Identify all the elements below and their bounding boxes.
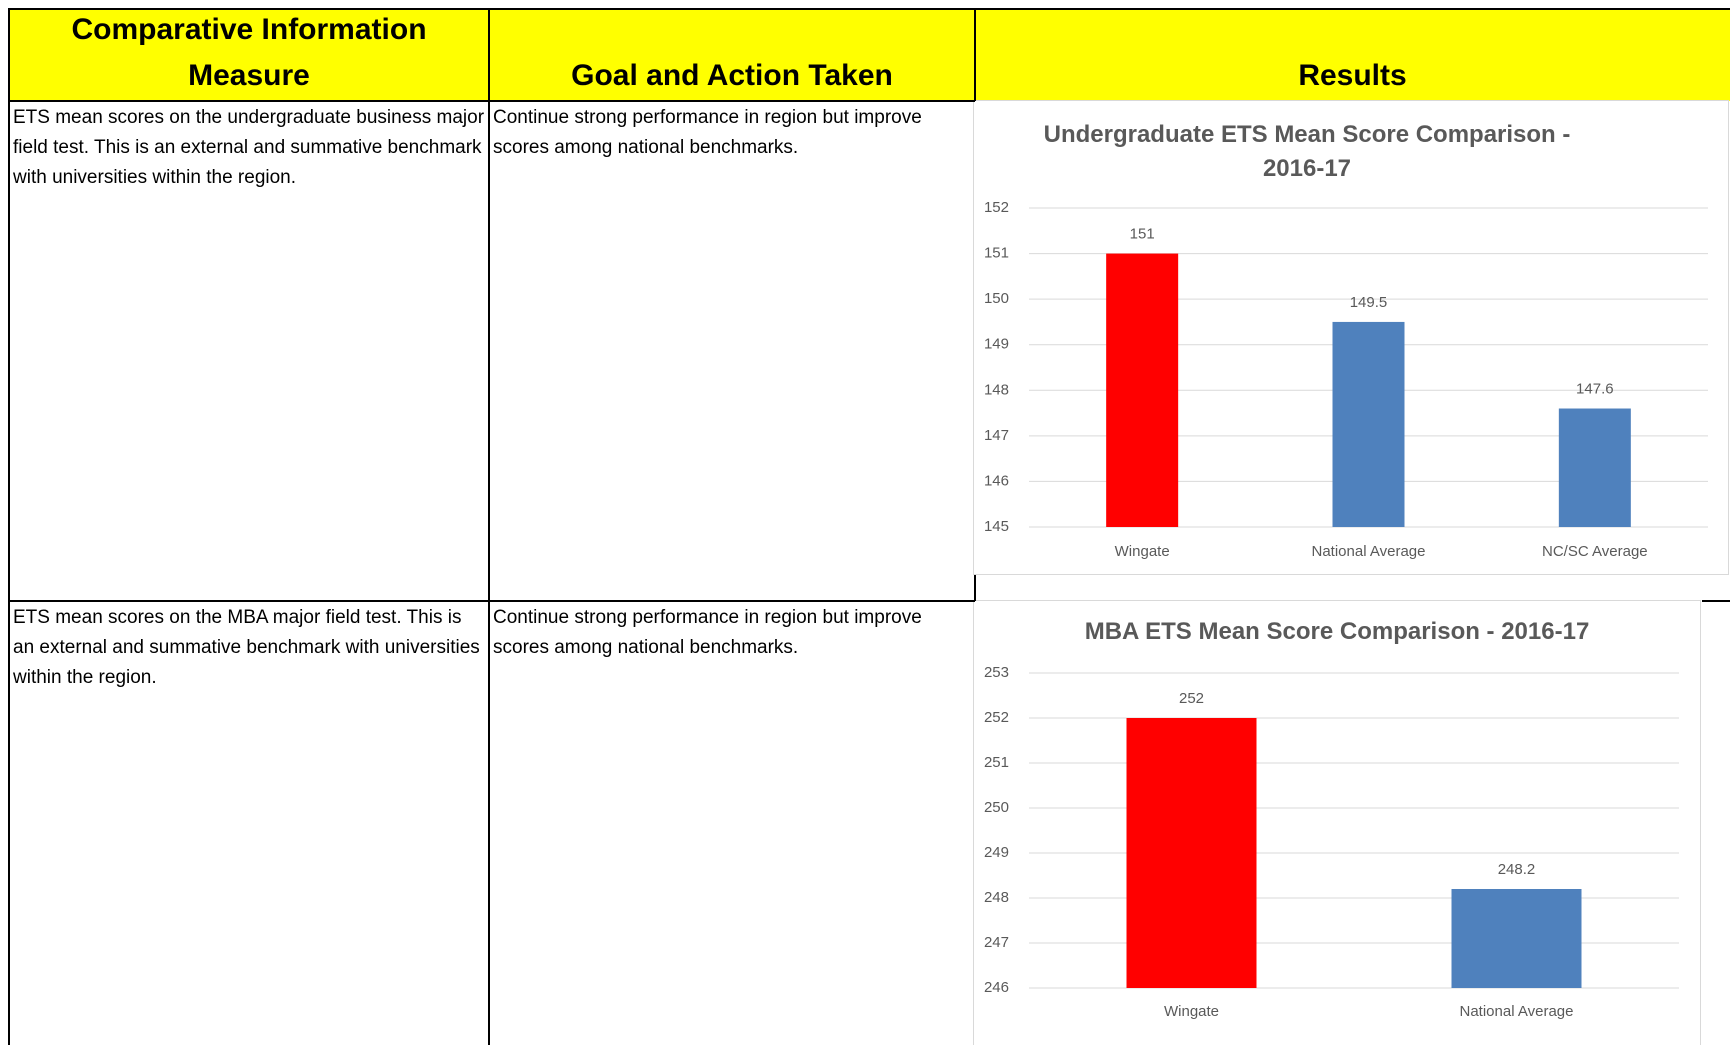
border: [1702, 600, 1730, 602]
chart: 246 247 248 249 250 251 252 253 Wingate 252 Nation…: [973, 600, 1701, 1045]
bar: [1451, 889, 1582, 988]
header-text: Goal and Action Taken: [571, 59, 893, 92]
goal-cell: Continue strong performance in region bu…: [493, 107, 922, 158]
bar: [1126, 718, 1257, 988]
data-label: 151: [1130, 226, 1155, 243]
y-tick-label: 146: [984, 472, 1009, 489]
header-results: Results: [975, 9, 1730, 101]
bar: [1558, 408, 1631, 527]
chart: 145 146 147 148 149 150 151 152 Wingate 151 Nation…: [973, 100, 1729, 575]
y-tick-label: 252: [984, 709, 1009, 726]
data-label: 149.5: [1350, 294, 1388, 311]
y-tick-label: 145: [984, 518, 1009, 535]
x-tick-label: National Average: [1312, 543, 1426, 560]
border: [8, 8, 10, 1045]
x-tick-label: Wingate: [1164, 1003, 1219, 1020]
y-tick-label: 250: [984, 799, 1009, 816]
data-label: 147.6: [1576, 380, 1614, 397]
y-tick-label: 249: [984, 844, 1009, 861]
header-text: Comparative Information Measure: [71, 13, 427, 92]
y-tick-label: 247: [984, 934, 1009, 951]
bar: [1106, 253, 1179, 528]
x-tick-label: NC/SC Average: [1542, 543, 1648, 560]
y-tick-label: 246: [984, 979, 1009, 996]
border: [974, 8, 976, 101]
y-tick-label: 148: [984, 381, 1009, 398]
data-label: 252: [1179, 690, 1204, 707]
header-goal: Goal and Action Taken: [489, 9, 975, 101]
border: [974, 575, 976, 601]
border: [9, 100, 975, 102]
measure-cell: ETS mean scores on the undergraduate bus…: [13, 107, 485, 188]
y-tick-label: 152: [984, 199, 1009, 216]
y-tick-label: 149: [984, 336, 1009, 353]
border: [9, 600, 975, 602]
chart-title: Undergraduate ETS Mean Score Comparison …: [1043, 121, 1571, 182]
y-tick-label: 151: [984, 245, 1009, 262]
chart-frame: [973, 600, 1701, 1045]
chart-title: MBA ETS Mean Score Comparison - 2016-17: [1084, 618, 1590, 645]
border: [488, 8, 490, 1045]
goal-cell: Continue strong performance in region bu…: [493, 607, 922, 658]
header-measure: Comparative Information Measure: [9, 9, 489, 101]
measure-cell: ETS mean scores on the MBA major field t…: [13, 607, 480, 688]
data-label: 248.2: [1498, 861, 1536, 878]
y-tick-label: 253: [984, 664, 1009, 681]
y-tick-label: 147: [984, 427, 1009, 444]
bar: [1332, 321, 1405, 527]
x-tick-label: Wingate: [1115, 543, 1170, 560]
header-text: Results: [1298, 59, 1407, 92]
y-tick-label: 251: [984, 754, 1009, 771]
y-tick-label: 248: [984, 889, 1009, 906]
x-tick-label: National Average: [1460, 1003, 1574, 1020]
y-tick-label: 150: [984, 290, 1009, 307]
border: [9, 8, 1730, 10]
